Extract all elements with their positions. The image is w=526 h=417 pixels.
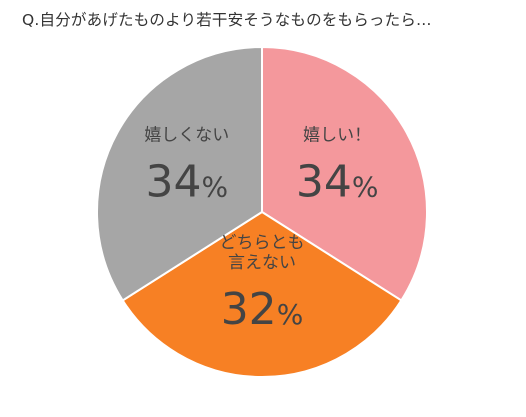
pie-slice-1 [121,210,403,378]
pie-slice-2 [96,45,263,302]
chart-title: Q.自分があげたものより若干安そうなものをもらったら… [22,11,432,29]
slice-label-1-line-1: 言えない [228,253,296,273]
pie-slices [96,45,428,378]
slice-value-2: 34% [146,157,229,208]
slice-label-2: 嬉しくない [144,126,229,146]
slice-label-1-line-0: どちらとも [220,233,305,253]
slice-value-1: 32% [221,284,304,335]
slice-value-0: 34% [296,157,379,208]
slice-label-0: 嬉しい！ [303,126,371,146]
